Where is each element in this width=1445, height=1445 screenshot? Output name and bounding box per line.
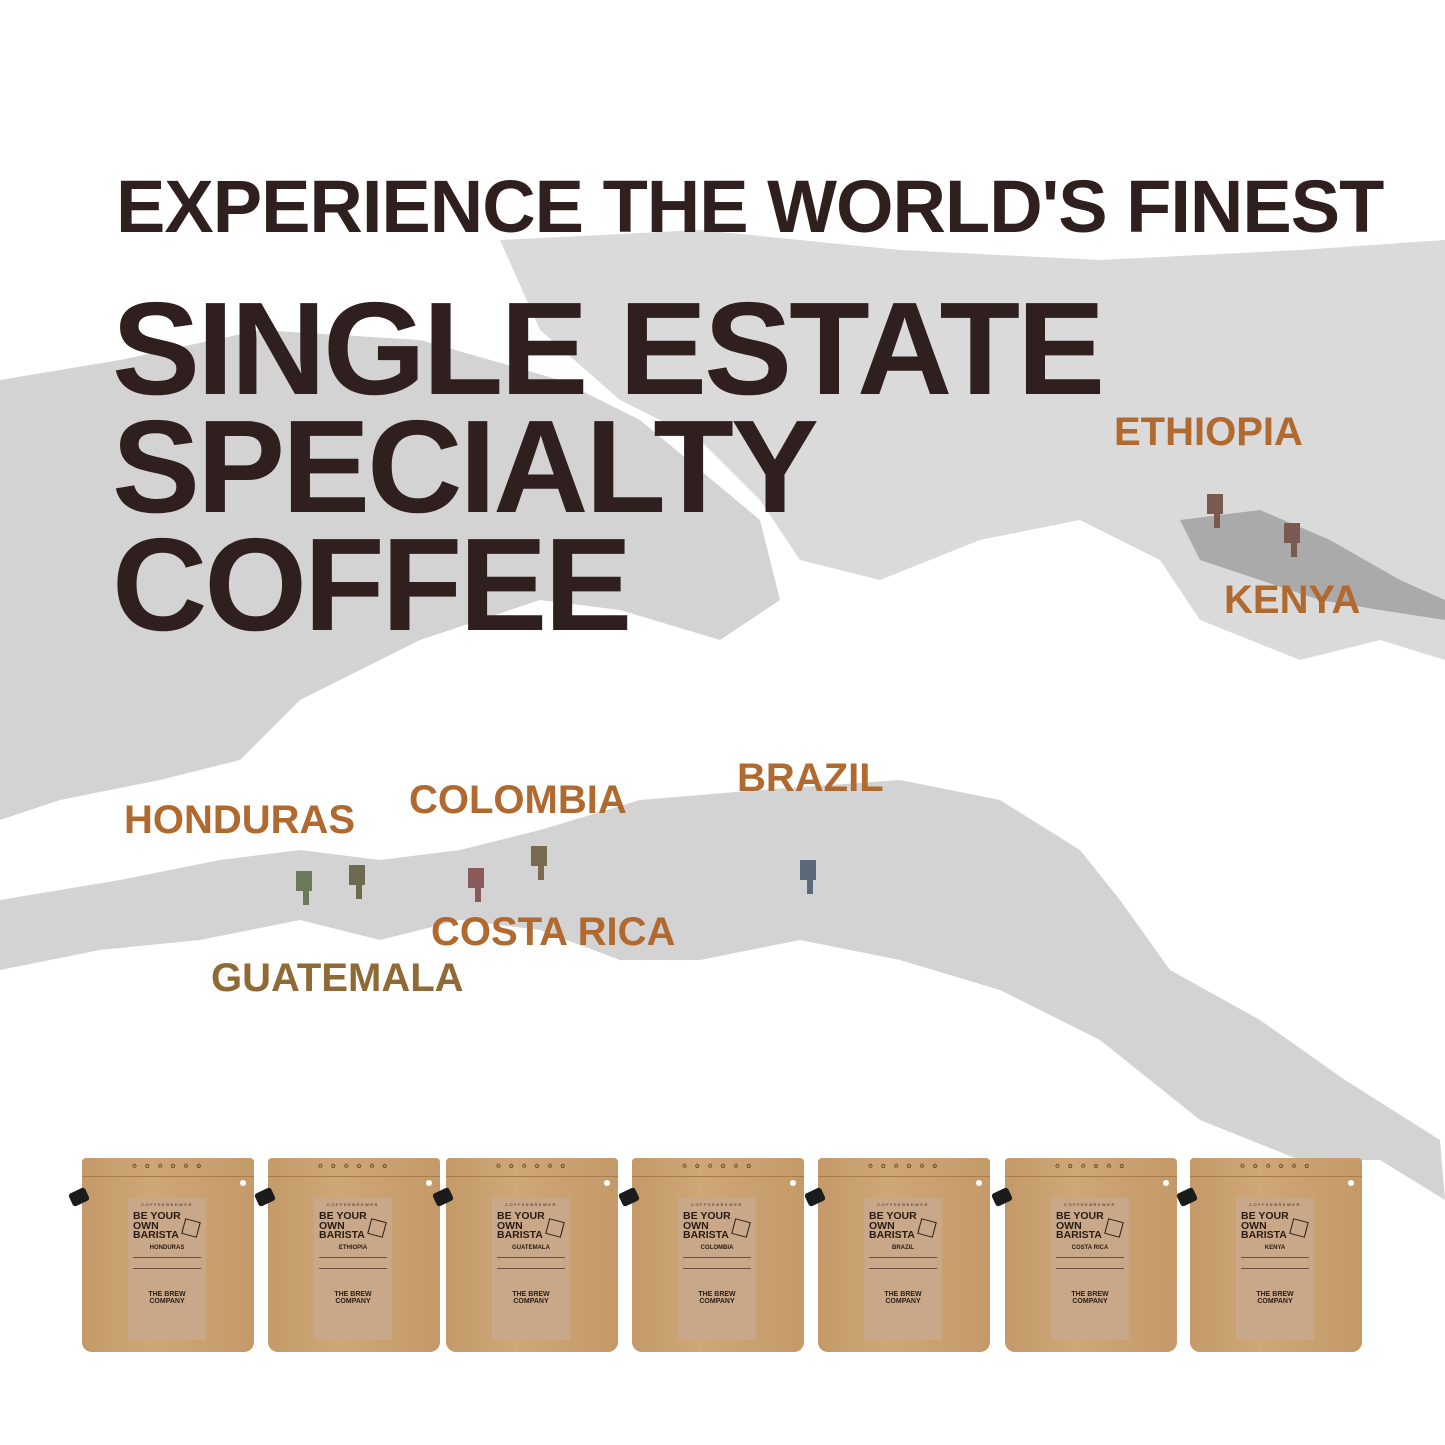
bag-seal-strip: ♻ ✿ ♻ ✿ ♻ ✿ bbox=[818, 1158, 990, 1177]
coffee-bag: ♻ ✿ ♻ ✿ ♻ ✿ COFFEEBREWER BE YOUR OWN BAR… bbox=[990, 1158, 1177, 1352]
bag-slogan: BE YOUR OWN BARISTA bbox=[133, 1210, 181, 1241]
bag-hole bbox=[240, 1180, 246, 1186]
map-pin-icon bbox=[468, 868, 484, 902]
coffee-brewer-icon bbox=[1289, 1218, 1309, 1238]
bag-brand: COFFEEBREWER bbox=[1249, 1202, 1301, 1207]
bag-company: THE BREW COMPANY bbox=[148, 1290, 186, 1305]
bag-slogan: BE YOUR OWN BARISTA bbox=[497, 1210, 545, 1241]
bag-label: COFFEEBREWER BE YOUR OWN BARISTA COLOMBI… bbox=[678, 1198, 756, 1340]
map-pin-icon bbox=[1284, 523, 1300, 557]
bag-seal-strip: ♻ ✿ ♻ ✿ ♻ ✿ bbox=[1005, 1158, 1177, 1177]
bag-brand: COFFEEBREWER bbox=[1064, 1202, 1116, 1207]
bag-brand: COFFEEBREWER bbox=[141, 1202, 193, 1207]
coffee-brewer-icon bbox=[181, 1218, 201, 1238]
bag-country: COSTA RICA bbox=[1071, 1244, 1109, 1251]
bag-divider bbox=[133, 1256, 201, 1269]
bag-company: THE BREW COMPANY bbox=[1071, 1290, 1109, 1305]
coffee-bag: ♻ ✿ ♻ ✿ ♻ ✿ COFFEEBREWER BE YOUR OWN BAR… bbox=[253, 1158, 440, 1352]
bag-country: HONDURAS bbox=[149, 1244, 185, 1251]
bag-seal-strip: ♻ ✿ ♻ ✿ ♻ ✿ bbox=[632, 1158, 804, 1177]
bag-divider bbox=[1056, 1256, 1124, 1269]
bag-hole bbox=[1163, 1180, 1169, 1186]
bag-country: KENYA bbox=[1264, 1244, 1286, 1251]
bag-brand: COFFEEBREWER bbox=[505, 1202, 557, 1207]
label-kenya: KENYA bbox=[1224, 578, 1361, 622]
bag-country: COLOMBIA bbox=[700, 1244, 734, 1251]
map-pin-icon bbox=[800, 860, 816, 894]
bag-label: COFFEEBREWER BE YOUR OWN BARISTA GUATEMA… bbox=[492, 1198, 570, 1340]
bag-seal-strip: ♻ ✿ ♻ ✿ ♻ ✿ bbox=[268, 1158, 440, 1177]
headline-line1: EXPERIENCE THE WORLD'S FINEST bbox=[116, 165, 1384, 248]
bag-seal-strip: ♻ ✿ ♻ ✿ ♻ ✿ bbox=[446, 1158, 618, 1177]
bag-slogan: BE YOUR OWN BARISTA bbox=[683, 1210, 731, 1241]
bag-company: THE BREW COMPANY bbox=[334, 1290, 372, 1305]
coffee-brewer-icon bbox=[731, 1218, 751, 1238]
bag-country: ETHIOPIA bbox=[338, 1244, 368, 1251]
bag-slogan: BE YOUR OWN BARISTA bbox=[1056, 1210, 1104, 1241]
coffee-brewer-icon bbox=[545, 1218, 565, 1238]
bag-label: COFFEEBREWER BE YOUR OWN BARISTA KENYA T… bbox=[1236, 1198, 1314, 1340]
bag-label: COFFEEBREWER BE YOUR OWN BARISTA BRAZIL … bbox=[864, 1198, 942, 1340]
bag-divider bbox=[683, 1256, 751, 1269]
bag-hole bbox=[426, 1180, 432, 1186]
bag-brand: COFFEEBREWER bbox=[691, 1202, 743, 1207]
bag-country: GUATEMALA bbox=[512, 1244, 550, 1251]
coffee-brewer-icon bbox=[367, 1218, 387, 1238]
bag-company: THE BREW COMPANY bbox=[1256, 1290, 1294, 1305]
bag-company: THE BREW COMPANY bbox=[698, 1290, 736, 1305]
coffee-bag: ♻ ✿ ♻ ✿ ♻ ✿ COFFEEBREWER BE YOUR OWN BAR… bbox=[67, 1158, 254, 1352]
bag-slogan: BE YOUR OWN BARISTA bbox=[319, 1210, 367, 1241]
map-pin-icon bbox=[1207, 494, 1223, 528]
map-pin-icon bbox=[349, 865, 365, 899]
bag-brand: COFFEEBREWER bbox=[877, 1202, 929, 1207]
coffee-brewer-icon bbox=[1104, 1218, 1124, 1238]
bag-seal-strip: ♻ ✿ ♻ ✿ ♻ ✿ bbox=[1190, 1158, 1362, 1177]
coffee-bag: ♻ ✿ ♻ ✿ ♻ ✿ COFFEEBREWER BE YOUR OWN BAR… bbox=[431, 1158, 618, 1352]
bag-slogan: BE YOUR OWN BARISTA bbox=[1241, 1210, 1289, 1241]
bag-divider bbox=[319, 1256, 387, 1269]
bag-label: COFFEEBREWER BE YOUR OWN BARISTA HONDURA… bbox=[128, 1198, 206, 1340]
bag-divider bbox=[497, 1256, 565, 1269]
bag-hole bbox=[604, 1180, 610, 1186]
bag-country: BRAZIL bbox=[892, 1244, 914, 1251]
bag-slogan: BE YOUR OWN BARISTA bbox=[869, 1210, 917, 1241]
label-costa-rica: COSTA RICA bbox=[431, 910, 676, 954]
bag-divider bbox=[869, 1256, 937, 1269]
label-guatemala: GUATEMALA bbox=[211, 956, 464, 1000]
coffee-bag: ♻ ✿ ♻ ✿ ♻ ✿ COFFEEBREWER BE YOUR OWN BAR… bbox=[803, 1158, 990, 1352]
headline-line3: SPECIALTY bbox=[112, 393, 819, 540]
bag-brand: COFFEEBREWER bbox=[327, 1202, 379, 1207]
map-pin-icon bbox=[296, 871, 312, 905]
bag-company: THE BREW COMPANY bbox=[512, 1290, 550, 1305]
coffee-bag: ♻ ✿ ♻ ✿ ♻ ✿ COFFEEBREWER BE YOUR OWN BAR… bbox=[617, 1158, 804, 1352]
coffee-brewer-icon bbox=[917, 1218, 937, 1238]
label-ethiopia: ETHIOPIA bbox=[1114, 410, 1303, 454]
bag-label: COFFEEBREWER BE YOUR OWN BARISTA ETHIOPI… bbox=[314, 1198, 392, 1340]
headline-line4: COFFEE bbox=[112, 511, 632, 658]
map-pin-icon bbox=[531, 846, 547, 880]
bag-company: THE BREW COMPANY bbox=[884, 1290, 922, 1305]
label-brazil: BRAZIL bbox=[737, 756, 884, 800]
bag-divider bbox=[1241, 1256, 1309, 1269]
label-honduras: HONDURAS bbox=[124, 798, 356, 842]
bag-label: COFFEEBREWER BE YOUR OWN BARISTA COSTA R… bbox=[1051, 1198, 1129, 1340]
bag-hole bbox=[1348, 1180, 1354, 1186]
coffee-bag: ♻ ✿ ♻ ✿ ♻ ✿ COFFEEBREWER BE YOUR OWN BAR… bbox=[1175, 1158, 1362, 1352]
headline-line2: SINGLE ESTATE bbox=[112, 275, 1105, 422]
bag-hole bbox=[976, 1180, 982, 1186]
bag-hole bbox=[790, 1180, 796, 1186]
bag-seal-strip: ♻ ✿ ♻ ✿ ♻ ✿ bbox=[82, 1158, 254, 1177]
label-colombia: COLOMBIA bbox=[409, 778, 627, 822]
